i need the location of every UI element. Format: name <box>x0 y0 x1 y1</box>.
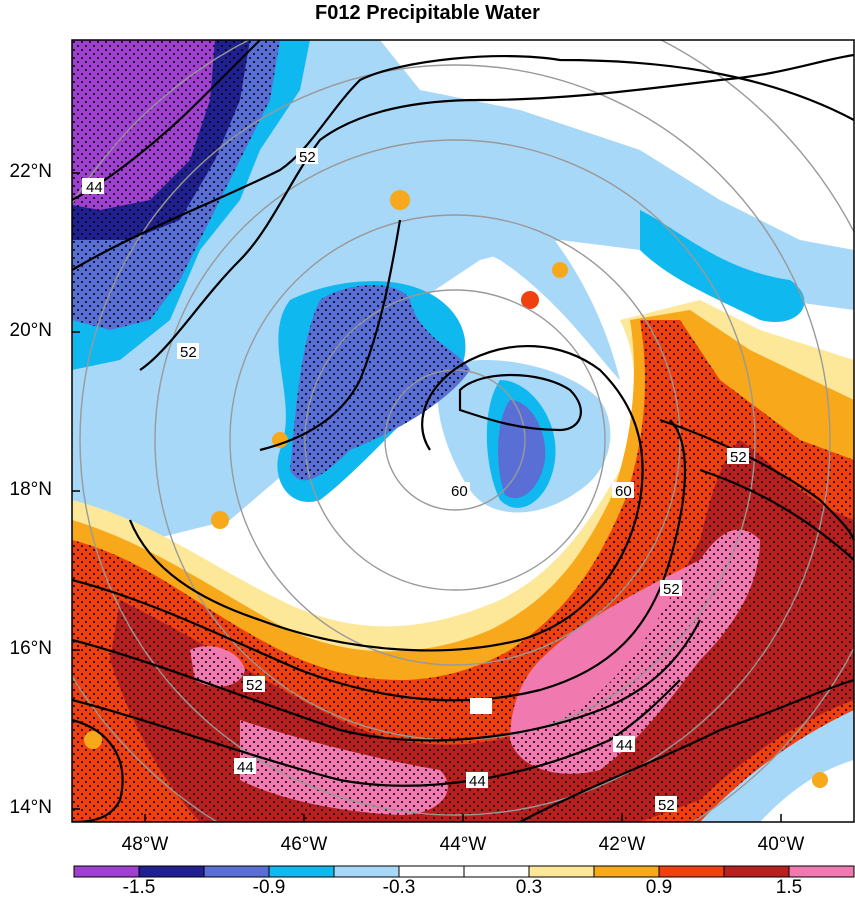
colorbar-label: 0.3 <box>515 877 543 898</box>
colorbar-swatch <box>788 865 855 878</box>
lon-label: 44°W <box>439 834 487 855</box>
colorbar-swatch <box>463 865 530 878</box>
colorbar-label: -0.9 <box>252 877 286 898</box>
shaded-field: 44 52 52 60 60 52 52 52 44 44 44 52 <box>72 40 854 822</box>
lon-label: 46°W <box>280 834 328 855</box>
contour-label: 60 <box>451 483 468 500</box>
colorbar-label: -0.3 <box>382 877 416 898</box>
contour-labels: 44 52 52 60 60 52 52 52 44 44 44 52 <box>86 149 747 814</box>
colorbar-swatch <box>203 865 270 878</box>
contour-label: 44 <box>616 737 633 754</box>
contour-lines <box>72 40 854 822</box>
lat-label: 22°N <box>9 161 52 182</box>
contour-label: 44 <box>469 773 486 790</box>
colorbar-swatch <box>73 865 140 878</box>
contour-label: 52 <box>299 149 316 166</box>
lon-label: 48°W <box>121 834 169 855</box>
contour-label: 52 <box>246 677 263 694</box>
colorbar-swatch <box>138 865 205 878</box>
lat-label: 20°N <box>9 320 52 341</box>
blue-region <box>640 210 805 322</box>
contour-label: 60 <box>615 483 632 500</box>
lat-label: 14°N <box>9 797 52 818</box>
lat-label: 16°N <box>9 638 52 659</box>
colorbar-swatch <box>593 865 660 878</box>
colorbar-swatch <box>398 865 465 878</box>
stipple-overlay <box>72 40 250 240</box>
colorbar-swatch <box>723 865 790 878</box>
map-title: F012 Precipitable Water <box>315 2 540 24</box>
contour-label-bg <box>82 148 749 812</box>
colorbar-label: -1.5 <box>122 877 156 898</box>
colorbar-swatch <box>528 865 595 878</box>
contour-label: 52 <box>730 449 747 466</box>
colorbar-swatch <box>658 865 725 878</box>
lon-label: 42°W <box>598 834 646 855</box>
contour-label: 44 <box>86 179 103 196</box>
light-blue-region <box>760 760 854 822</box>
stipple-overlay <box>110 440 854 822</box>
colorbar-swatch <box>268 865 335 878</box>
axis-ticks <box>72 172 782 822</box>
contour-label: 52 <box>663 581 680 598</box>
stipple-overlay <box>290 285 470 481</box>
lon-label: 40°W <box>757 834 805 855</box>
contour-label: 52 <box>658 797 675 814</box>
light-blue-region <box>72 40 854 540</box>
colorbar-swatch <box>333 865 400 878</box>
colorbar-label: 1.5 <box>775 877 803 898</box>
lat-label: 18°N <box>9 479 52 500</box>
contour-label: 52 <box>180 344 197 361</box>
light-blue-region <box>233 139 620 380</box>
contour-label: 44 <box>237 759 254 776</box>
colorbar-label: 0.9 <box>645 877 673 898</box>
colorbar <box>73 865 855 878</box>
